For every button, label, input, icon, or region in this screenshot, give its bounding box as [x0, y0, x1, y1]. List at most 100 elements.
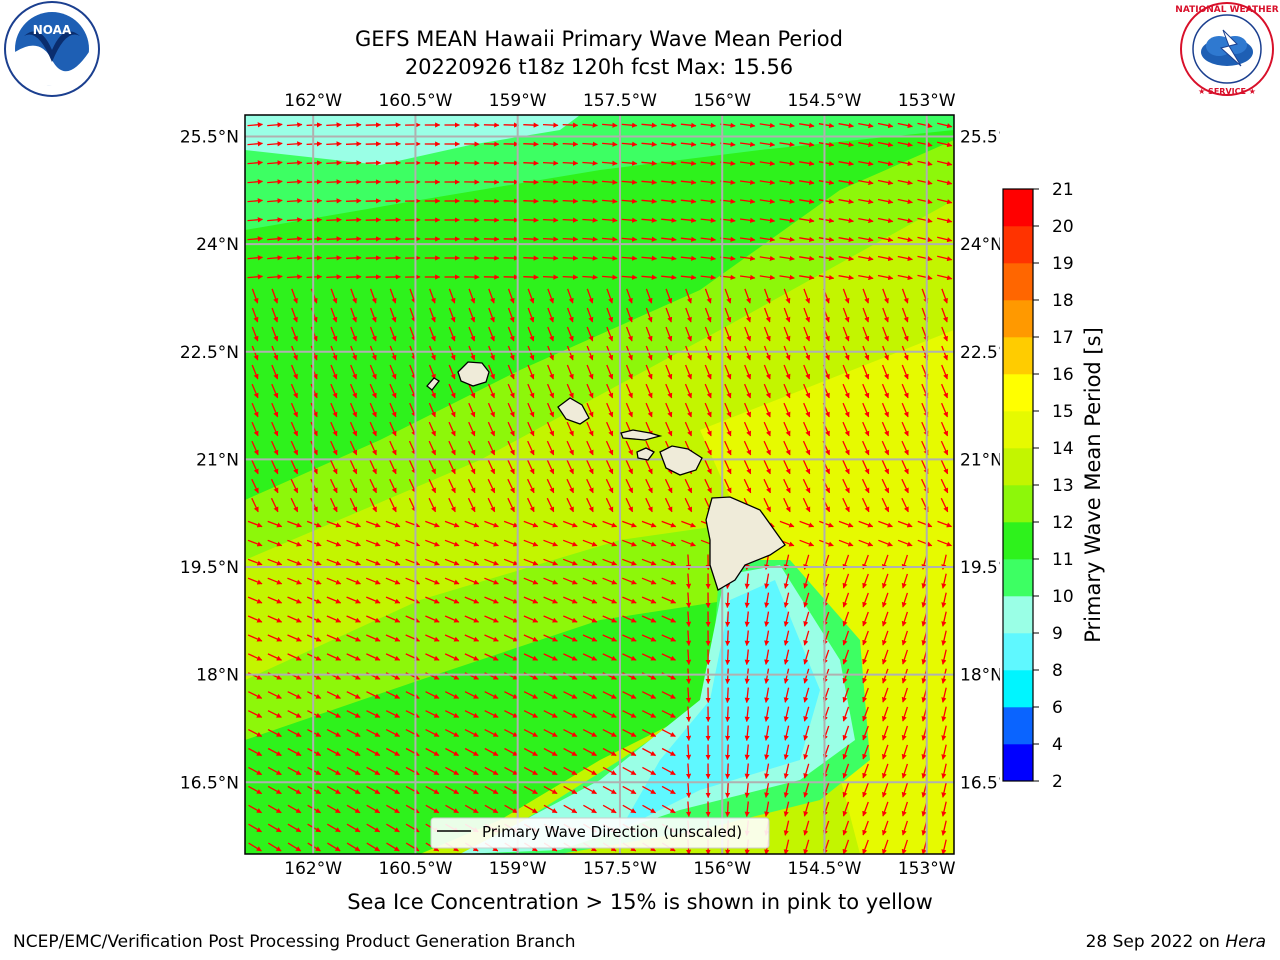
wave-arrow [704, 307, 712, 323]
wave-arrow [881, 478, 890, 494]
colorbar-tick-label: 16 [1052, 365, 1074, 385]
x-tick-label-top: 157.5°W [583, 91, 657, 111]
wave-arrow [385, 520, 401, 528]
wave-arrow [602, 179, 618, 185]
wave-arrow [881, 497, 890, 513]
wave-arrow [743, 478, 752, 494]
x-tick-label-bottom: 159°W [489, 859, 547, 879]
colorbar-bin [1003, 411, 1033, 449]
wave-arrow [685, 687, 692, 704]
x-tick-label-top: 153°W [898, 91, 956, 111]
wave-arrow [547, 383, 554, 399]
wave-arrow [369, 288, 377, 304]
wave-arrow [882, 592, 889, 608]
wave-arrow [346, 691, 361, 699]
wave-arrow [937, 217, 953, 224]
wave-arrow [464, 615, 480, 623]
wave-arrow [744, 326, 751, 342]
wave-arrow [862, 630, 869, 646]
wave-arrow [267, 596, 283, 604]
wave-arrow [901, 326, 909, 342]
colorbar-tick-label: 21 [1052, 180, 1074, 200]
wave-arrow [799, 255, 815, 262]
wave-arrow [878, 520, 893, 528]
wave-arrow [763, 459, 771, 475]
wave-arrow [547, 364, 554, 380]
wave-arrow [369, 459, 377, 475]
wave-arrow [562, 179, 579, 185]
wave-arrow [862, 687, 869, 703]
wave-arrow [503, 596, 519, 604]
wave-arrow [622, 691, 637, 699]
wave-arrow [287, 577, 302, 585]
wave-arrow [562, 558, 578, 566]
wave-arrow [582, 539, 598, 547]
chart-subtitle: 20220926 t18z 120h fcst Max: 15.56 [404, 55, 794, 79]
wave-arrow [779, 520, 795, 528]
wave-arrow [842, 421, 850, 437]
wave-arrow [665, 345, 673, 361]
wave-arrow [917, 141, 933, 148]
wave-arrow [290, 497, 299, 513]
wave-arrow [763, 307, 771, 323]
wave-arrow [744, 687, 750, 704]
wave-arrow [468, 288, 476, 304]
wave-arrow [704, 326, 712, 342]
wave-arrow [941, 345, 948, 361]
wave-arrow [621, 274, 638, 280]
wave-arrow [799, 236, 815, 243]
wave-arrow [290, 421, 298, 437]
wave-arrow [349, 440, 358, 456]
wave-arrow [369, 364, 377, 380]
wave-arrow [251, 307, 259, 323]
wave-arrow [330, 345, 338, 361]
wave-arrow [661, 691, 676, 699]
colorbar-tick-label: 12 [1052, 513, 1074, 533]
wave-arrow [562, 160, 579, 166]
colorbar-bin [1003, 226, 1033, 264]
y-tick-label-right: 25.5°N [960, 128, 1000, 148]
wave-arrow [680, 255, 697, 261]
wave-arrow [389, 421, 397, 437]
chart-title: GEFS MEAN Hawaii Primary Wave Mean Perio… [355, 27, 843, 51]
wave-arrow [862, 383, 870, 399]
legend-label: Primary Wave Direction (unscaled) [482, 823, 742, 841]
wave-arrow [897, 160, 913, 167]
wave-arrow [625, 345, 633, 361]
wave-arrow [740, 217, 756, 223]
wave-arrow [858, 255, 874, 262]
wave-arrow [345, 236, 362, 242]
wave-arrow [803, 649, 810, 665]
wave-arrow [586, 383, 594, 399]
wave-arrow [385, 577, 401, 585]
wave-arrow [586, 421, 594, 437]
wave-arrow [448, 497, 456, 513]
wave-arrow [484, 520, 499, 528]
wave-arrow [641, 520, 657, 528]
wave-arrow [764, 668, 770, 684]
wave-arrow [389, 345, 397, 361]
field-south-green [245, 600, 730, 854]
sea-ice-caption: Sea Ice Concentration > 15% is shown in … [347, 890, 933, 914]
wave-arrow [862, 459, 870, 475]
wave-arrow [901, 649, 909, 665]
wave-arrow [346, 653, 361, 661]
wave-arrow [527, 307, 535, 323]
wave-arrow [740, 274, 756, 280]
wave-arrow [586, 288, 594, 304]
wave-arrow [562, 198, 579, 204]
wave-arrow [389, 288, 397, 304]
wave-arrow [366, 634, 381, 642]
wave-arrow [937, 198, 953, 205]
wave-arrow [724, 440, 732, 456]
wave-direction-arrows [247, 122, 953, 854]
wave-arrow [267, 615, 283, 623]
wave-arrow [326, 274, 342, 280]
wave-arrow [842, 649, 850, 665]
wave-arrow [428, 345, 436, 361]
wave-arrow [684, 478, 693, 494]
wave-arrow [882, 307, 889, 323]
y-tick-label-left: 18°N [196, 666, 239, 686]
wave-arrow [247, 236, 264, 242]
wave-arrow [566, 459, 574, 475]
